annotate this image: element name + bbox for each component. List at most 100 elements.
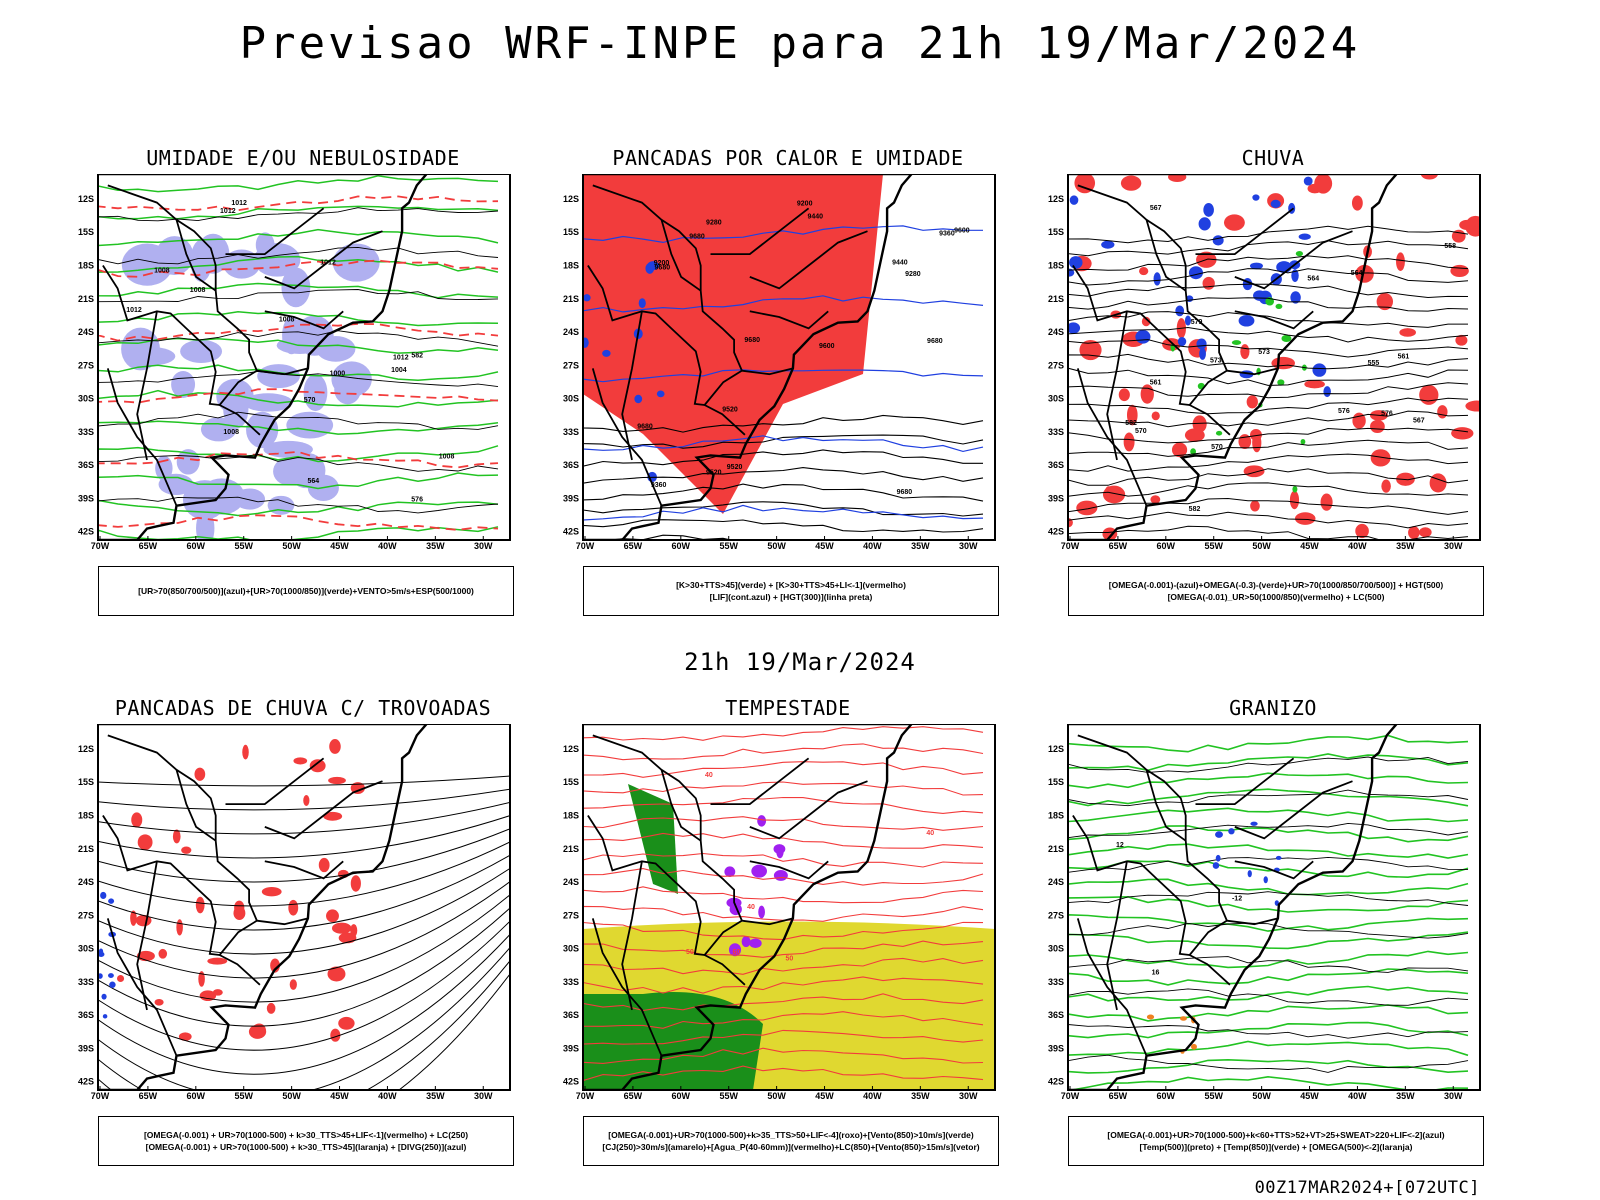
lat-tick-label: 21S bbox=[563, 844, 579, 854]
contour-label: 1012 bbox=[231, 200, 247, 207]
field-patch bbox=[234, 900, 245, 915]
field-patch bbox=[309, 759, 326, 773]
lat-tick-label: 30S bbox=[78, 944, 94, 954]
field-patch bbox=[1240, 344, 1250, 360]
field-patch bbox=[329, 739, 341, 754]
lat-tick-label: 27S bbox=[1048, 360, 1064, 370]
field-patch bbox=[1243, 465, 1265, 478]
field-patch bbox=[1069, 195, 1079, 205]
border-line bbox=[591, 918, 663, 1057]
border-line bbox=[741, 367, 794, 376]
field-patch bbox=[326, 909, 339, 923]
lon-tick-label: 45W bbox=[815, 541, 834, 551]
lat-tick-label: 21S bbox=[1048, 844, 1064, 854]
contour-line bbox=[583, 414, 984, 433]
field-patch bbox=[1304, 379, 1325, 389]
panel-chuva: CHUVA 582 576 573 570 567 564 561 558 555 582 579 5… bbox=[1038, 146, 1508, 626]
border-line bbox=[592, 184, 746, 436]
field-patch bbox=[212, 989, 223, 996]
coastline bbox=[1068, 724, 1399, 1090]
contour-line bbox=[1068, 1004, 1469, 1022]
field-patch bbox=[1171, 442, 1188, 458]
contour-label: 1004 bbox=[391, 367, 407, 374]
field-patch bbox=[1135, 329, 1151, 344]
lat-tick-label: 30S bbox=[563, 944, 579, 954]
contour-line bbox=[98, 228, 499, 247]
contour-label: 576 bbox=[1381, 411, 1393, 418]
lat-tick-label: 39S bbox=[1048, 493, 1064, 503]
contour-line bbox=[1068, 788, 1469, 807]
border-line bbox=[136, 861, 158, 1011]
lat-tick-label: 12S bbox=[78, 744, 94, 754]
contour-line bbox=[583, 519, 984, 533]
contour-line bbox=[583, 921, 984, 941]
contour-label: 564 bbox=[1307, 275, 1319, 282]
field-patch bbox=[109, 981, 116, 988]
contour-label: 570 bbox=[304, 397, 316, 404]
panel-legend: [K>30+TTS>45](verde) + [K>30+TTS>45+LI<-… bbox=[583, 566, 999, 616]
lat-tick-label: 24S bbox=[78, 877, 94, 887]
legend-line: [OMEGA(-0.01)_UR>50(1000/850)(vermelho) … bbox=[1167, 592, 1385, 602]
field-patch bbox=[1175, 305, 1185, 317]
map-border bbox=[582, 724, 996, 1091]
lon-tick-label: 35W bbox=[426, 541, 445, 551]
contour-label: 579 bbox=[1191, 319, 1203, 326]
field-patch bbox=[1068, 322, 1081, 334]
contour-line bbox=[1068, 825, 1469, 843]
contour-line bbox=[1068, 891, 1469, 906]
field-patch bbox=[1191, 1043, 1197, 1050]
contour-line bbox=[1068, 895, 1469, 913]
lat-tick-label: 42S bbox=[1048, 1077, 1064, 1087]
field-patch bbox=[1141, 316, 1151, 327]
lat-tick-label: 24S bbox=[78, 327, 94, 337]
lon-tick-label: 40W bbox=[378, 541, 397, 551]
contour-line bbox=[1068, 856, 1469, 873]
lat-tick-label: 15S bbox=[78, 227, 94, 237]
field-patch bbox=[131, 812, 143, 828]
lon-tick-label: 70W bbox=[91, 1091, 110, 1101]
streamline bbox=[98, 828, 510, 883]
field-patch bbox=[1290, 291, 1301, 304]
lon-tick-label: 30W bbox=[1444, 1091, 1463, 1101]
legend-line: [CJ(250)>30m/s](amarelo)+[Agua_P(40-60mm… bbox=[602, 1142, 980, 1152]
contour-line bbox=[1068, 753, 1469, 772]
border-line bbox=[1106, 311, 1128, 461]
border-line bbox=[710, 757, 810, 805]
contour-line bbox=[583, 832, 984, 849]
field-patch bbox=[1250, 500, 1260, 512]
map-background bbox=[1068, 174, 1480, 540]
field-patch bbox=[758, 905, 765, 919]
contour-label: 576 bbox=[1338, 408, 1350, 415]
contour-line bbox=[98, 499, 499, 517]
lon-tick-label: 35W bbox=[1396, 1091, 1415, 1101]
lon-tick-label: 40W bbox=[1348, 541, 1367, 551]
border-line bbox=[749, 860, 829, 880]
contour-label: 9680 bbox=[637, 423, 653, 430]
border-line bbox=[592, 734, 746, 986]
field-patch bbox=[246, 411, 279, 449]
panel-legend: [OMEGA(-0.001)-(azul)+OMEGA(-0.3)-(verde… bbox=[1068, 566, 1484, 616]
field-patch bbox=[1146, 1014, 1155, 1020]
contour-line bbox=[1068, 968, 1469, 986]
border-line bbox=[106, 918, 178, 1057]
lon-tick-label: 65W bbox=[139, 541, 158, 551]
field-patch bbox=[121, 327, 160, 371]
field-patch bbox=[1139, 267, 1149, 276]
contour-line bbox=[1068, 439, 1469, 457]
contour-line bbox=[583, 467, 984, 484]
lon-tick-label: 65W bbox=[1109, 1091, 1128, 1101]
field-patch bbox=[1292, 485, 1298, 493]
field-patch bbox=[1076, 500, 1098, 516]
field-patch bbox=[634, 394, 643, 404]
contour-line bbox=[583, 852, 984, 868]
map-tempestade: 60 40 50 40 50 40 12S 15S 18S 21S 24S 27S 30S 33S 36S 3… bbox=[563, 724, 996, 1101]
legend-line: [OMEGA(-0.001) + UR>70(1000-500) + k>30_… bbox=[143, 1130, 469, 1140]
lon-tick-label: 40W bbox=[1348, 1091, 1367, 1101]
legend-line: [OMEGA(-0.001)-(azul)+OMEGA(-0.3)-(verde… bbox=[1108, 580, 1444, 590]
lat-tick-label: 12S bbox=[1048, 194, 1064, 204]
contour-line bbox=[98, 330, 499, 347]
lon-tick-label: 60W bbox=[672, 541, 691, 551]
contour-line bbox=[1068, 453, 1469, 472]
field-patch bbox=[1202, 276, 1215, 290]
contour-label: 570 bbox=[1135, 428, 1147, 435]
